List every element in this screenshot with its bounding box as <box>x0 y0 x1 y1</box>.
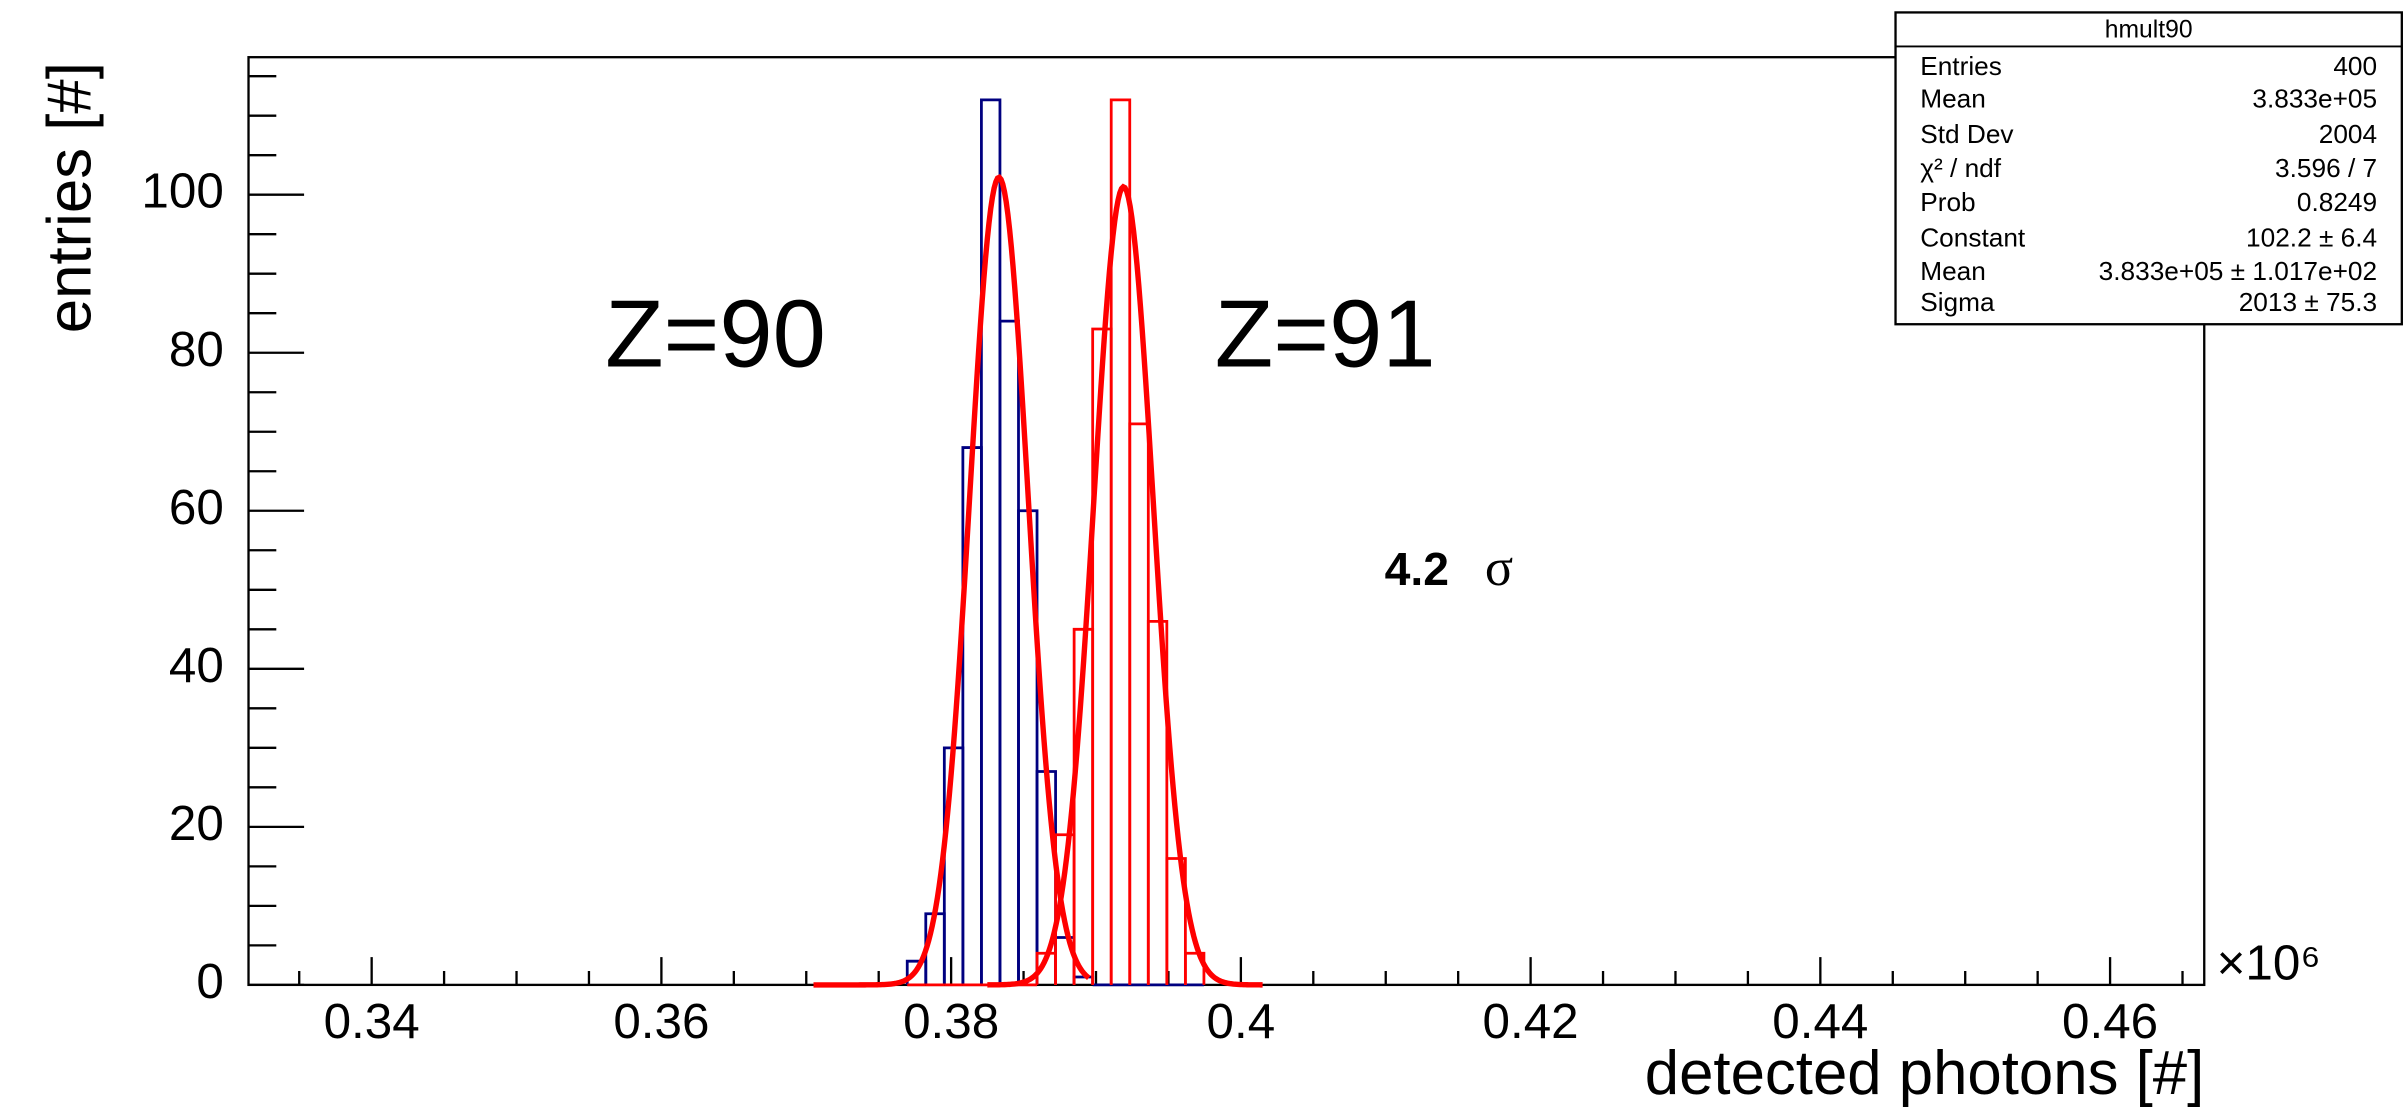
stats-value: 3.833e+05 <box>2252 83 2377 113</box>
stats-value: 102.2 ± 6.4 <box>2246 222 2377 252</box>
y-axis-label: entries [#] <box>35 62 104 333</box>
y-tick-label: 20 <box>169 796 224 851</box>
stats-label: χ² / ndf <box>1920 153 2002 183</box>
x-axis-label: detected photons [#] <box>1645 1039 2204 1108</box>
histogram-bin <box>1091 327 1113 985</box>
stats-label: Mean <box>1920 83 1986 113</box>
stats-box: hmult90 Entries 400 Mean 3.833e+05 Std Dev 20… <box>1894 11 2403 326</box>
y-tick-label: 40 <box>169 638 224 693</box>
stats-label: Mean <box>1920 256 1986 286</box>
y-tick-label: 0 <box>196 954 223 1009</box>
annotation: σ <box>1485 539 1513 597</box>
stats-label: Std Dev <box>1920 119 2014 149</box>
stats-value: 400 <box>2333 51 2377 81</box>
x-tick-label: 0.42 <box>1483 994 1579 1049</box>
stats-value: 3.833e+05 ± 1.017e+02 <box>2099 256 2377 286</box>
y-tick-label: 60 <box>169 480 224 535</box>
stats-label: Prob <box>1920 187 1975 217</box>
x-tick-label: 0.36 <box>613 994 709 1049</box>
stats-label: Constant <box>1920 222 2026 252</box>
histogram-bin <box>1072 975 1095 985</box>
stats-label: Entries <box>1920 51 2002 81</box>
fit-curve <box>813 174 1091 988</box>
stats-value: 0.8249 <box>2297 187 2377 217</box>
annotation: Z=91 <box>1215 280 1436 387</box>
annotation: 4.2 <box>1385 543 1449 595</box>
histogram-bin <box>942 746 965 985</box>
histogram-bin <box>998 319 1020 985</box>
stats-title: hmult90 <box>2105 16 2193 43</box>
x-tick-label: 0.38 <box>903 994 999 1049</box>
histogram-bin <box>1128 422 1150 985</box>
stats-label: Sigma <box>1920 287 1995 317</box>
histogram-bin <box>1165 857 1187 985</box>
x-tick-label: 0.44 <box>1772 994 1868 1049</box>
stats-value: 3.596 / 7 <box>2275 153 2377 183</box>
y-tick-label: 80 <box>169 322 224 377</box>
x-tick-label: 0.4 <box>1207 994 1276 1049</box>
y-tick-label: 100 <box>141 164 223 219</box>
x-tick-label: 0.34 <box>324 994 420 1049</box>
stats-value: 2013 ± 75.3 <box>2239 287 2377 317</box>
stats-value: 2004 <box>2319 119 2377 149</box>
stats-frame <box>1894 11 2403 326</box>
annotation: Z=90 <box>605 280 826 387</box>
x-exponent: ×10⁶ <box>2217 935 2321 990</box>
histogram-bin <box>1146 620 1169 985</box>
fit-curve <box>987 183 1263 988</box>
x-tick-label: 0.46 <box>2062 994 2158 1049</box>
